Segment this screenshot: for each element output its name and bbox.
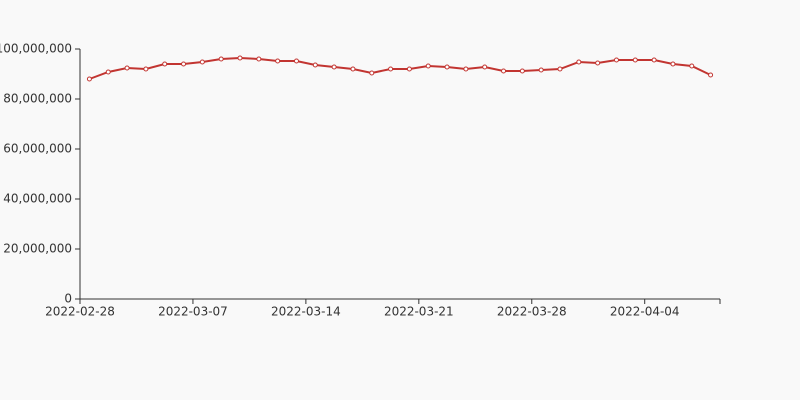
point	[237, 55, 243, 61]
x-tick-label: 2022-03-21	[384, 305, 454, 319]
point	[557, 66, 563, 72]
point	[482, 64, 488, 70]
point	[444, 64, 450, 70]
x-tick-label: 2022-03-28	[497, 305, 567, 319]
point	[519, 68, 525, 74]
y-tick-label: 60,000,000	[3, 142, 72, 156]
point	[256, 56, 262, 62]
point	[275, 58, 281, 64]
point	[293, 58, 299, 64]
point	[162, 61, 168, 67]
point	[595, 60, 601, 66]
point	[350, 66, 356, 72]
line	[89, 56, 712, 80]
point	[181, 61, 187, 67]
point	[538, 67, 544, 73]
point	[463, 66, 469, 72]
point	[406, 66, 412, 72]
point	[651, 57, 657, 63]
point	[105, 69, 111, 75]
y-tick-label: 80,000,000	[3, 92, 72, 106]
point	[613, 57, 619, 63]
y-tick-label: 0	[64, 292, 72, 306]
y-tick-label: 20,000,000	[3, 242, 72, 256]
point	[124, 65, 130, 71]
point	[708, 72, 714, 78]
x-tick-label: 2022-02-28	[45, 305, 115, 319]
x-tick-label: 2022-03-14	[271, 305, 341, 319]
point	[218, 56, 224, 62]
point	[312, 62, 318, 68]
y-tick-label: 40,000,000	[3, 192, 72, 206]
point	[425, 63, 431, 69]
point	[388, 66, 394, 72]
point	[331, 64, 337, 70]
point	[143, 66, 149, 72]
point	[501, 68, 507, 74]
point	[86, 76, 92, 82]
x-tick-label: 2022-03-07	[158, 305, 228, 319]
point	[689, 63, 695, 69]
point	[576, 59, 582, 65]
y-tick-label: 100,000,000	[0, 42, 72, 56]
point	[369, 70, 375, 76]
point	[199, 59, 205, 65]
point	[670, 61, 676, 67]
point	[632, 57, 638, 63]
x-tick-label: 2022-04-04	[610, 305, 680, 319]
